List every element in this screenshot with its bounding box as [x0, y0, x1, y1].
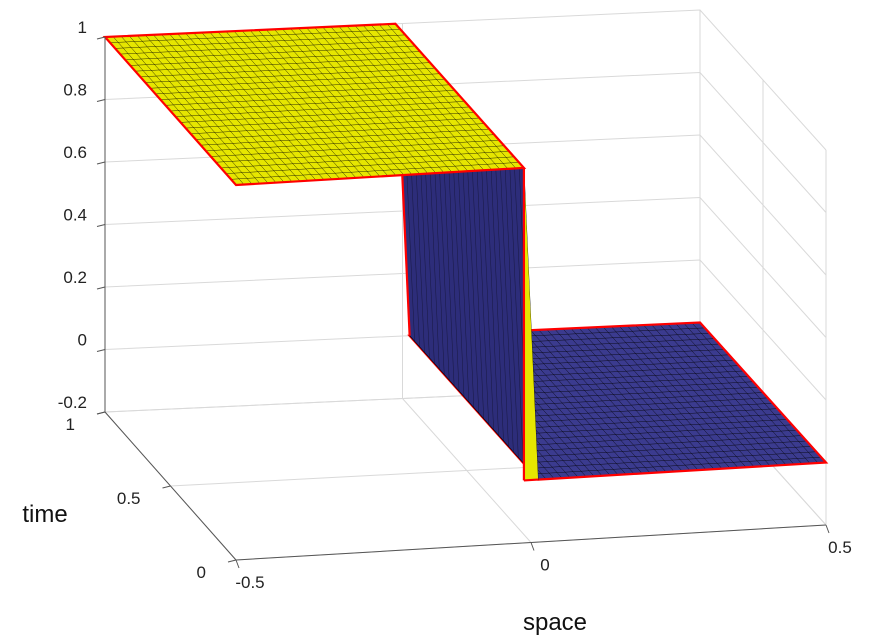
mesh-line	[493, 413, 783, 431]
jump-front-edge	[523, 478, 539, 482]
z-tick-mark	[96, 224, 106, 227]
y-tick-mark	[162, 485, 171, 489]
mesh-line	[503, 424, 793, 442]
mesh-line	[498, 419, 788, 436]
surface-high	[102, 22, 527, 187]
mesh-line	[160, 84, 450, 100]
y-tick-label: 0.5	[117, 489, 141, 508]
mesh-line	[140, 62, 430, 78]
mesh-line	[508, 151, 524, 463]
y-tick-label: 0	[197, 563, 206, 582]
z-tick-mark	[96, 36, 106, 40]
mesh-line	[135, 56, 426, 72]
mesh-line	[489, 129, 504, 441]
mesh-line	[190, 117, 480, 135]
mesh-line	[523, 446, 812, 464]
mesh-line	[155, 78, 445, 95]
surface-high-fill	[105, 23, 524, 185]
mesh-line	[195, 123, 485, 140]
mesh-line	[150, 73, 440, 89]
mesh-line	[488, 408, 778, 425]
z-tick-mark	[96, 349, 106, 352]
mesh-line	[225, 156, 515, 174]
z-tick-label: -0.2	[58, 393, 87, 412]
x-tick-mark	[530, 542, 535, 551]
y-tick-mark	[96, 411, 106, 415]
z-tick-label: 0.4	[63, 206, 87, 225]
mesh-line	[533, 456, 822, 475]
x-axis-label: space	[523, 609, 587, 636]
z-tick-label: 0.2	[63, 268, 87, 287]
surface-layer	[102, 22, 829, 561]
x-tick-mark	[825, 524, 830, 534]
mesh-line	[215, 145, 505, 163]
x-tick-label: 0.5	[828, 538, 852, 557]
z-tick-label: 1	[78, 18, 87, 37]
mesh-line	[508, 429, 797, 447]
y-tick-label: 1	[66, 415, 75, 434]
x-tick-label: 0	[540, 556, 549, 575]
tick-labels: -0.2 0 0.2 0.4 0.6 0.8 1 0 0.5 1 -0.5 0 0.5	[58, 18, 852, 592]
z-tick-label: 0	[78, 331, 87, 350]
mesh-line	[220, 151, 510, 169]
mesh-line	[120, 40, 411, 55]
z-tick-mark	[96, 99, 106, 102]
mesh-line	[230, 162, 519, 180]
mesh-line	[130, 51, 421, 66]
mesh-line	[115, 34, 406, 49]
z-tick-label: 0.8	[63, 81, 87, 100]
mesh-line	[175, 101, 465, 117]
mesh-line	[185, 112, 475, 129]
z-tick-mark	[96, 286, 106, 290]
mesh-line	[145, 67, 435, 83]
mesh-line	[205, 134, 495, 152]
mesh-line	[484, 123, 499, 436]
mesh-line	[498, 140, 514, 452]
x-tick-label: -0.5	[235, 573, 264, 592]
z-tick-mark	[96, 161, 106, 165]
mesh-line	[528, 451, 817, 469]
mesh-line	[200, 128, 490, 146]
x-tick-mark	[235, 559, 240, 569]
mesh-line	[503, 145, 519, 458]
mesh-line	[518, 440, 807, 458]
surface-high-edge	[102, 22, 527, 187]
mesh-line	[165, 90, 455, 106]
mesh-line	[110, 29, 401, 43]
y-tick-mark	[227, 559, 237, 563]
mesh-line	[494, 134, 509, 447]
y-axis-label: time	[22, 501, 67, 528]
mesh-line	[125, 45, 416, 61]
jump-front-sliver	[523, 167, 539, 481]
z-tick-label: 0.6	[63, 143, 87, 162]
mesh-line	[180, 106, 470, 123]
mesh-line	[513, 435, 802, 453]
mesh-line	[170, 95, 460, 112]
mesh-line	[210, 139, 500, 157]
